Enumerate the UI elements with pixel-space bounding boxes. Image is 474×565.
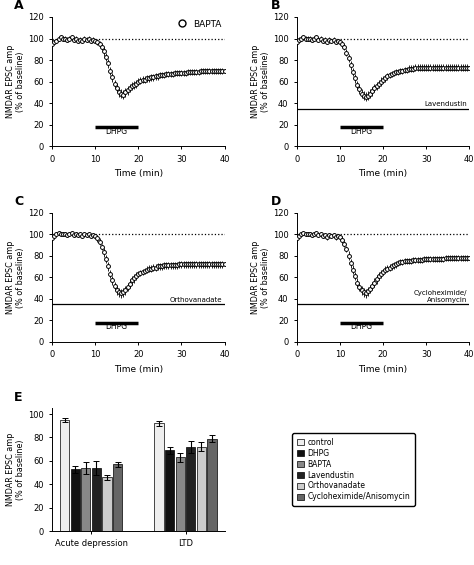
Bar: [113, 464, 122, 531]
Bar: [71, 469, 80, 531]
X-axis label: Time (min): Time (min): [358, 170, 408, 179]
Bar: [197, 447, 206, 531]
Bar: [208, 438, 217, 531]
Y-axis label: NMDAR EPSC amp
(% of baseline): NMDAR EPSC amp (% of baseline): [251, 45, 270, 118]
Text: C: C: [14, 195, 23, 208]
Text: DHPG: DHPG: [350, 127, 373, 136]
Bar: [92, 468, 101, 531]
Text: A: A: [14, 0, 24, 12]
Bar: [176, 457, 185, 531]
Text: DHPG: DHPG: [350, 322, 373, 331]
Text: D: D: [271, 195, 281, 208]
Text: Orthovanadate: Orthovanadate: [170, 297, 222, 303]
Bar: [186, 447, 195, 531]
Text: B: B: [271, 0, 281, 12]
X-axis label: Time (min): Time (min): [114, 170, 163, 179]
Bar: [60, 420, 69, 531]
X-axis label: Time (min): Time (min): [358, 365, 408, 374]
Legend: BAPTA: BAPTA: [173, 20, 222, 29]
Y-axis label: NMDAR EPSC amp
(% of baseline): NMDAR EPSC amp (% of baseline): [6, 241, 25, 314]
Text: E: E: [14, 391, 23, 404]
Text: DHPG: DHPG: [106, 127, 128, 136]
X-axis label: Time (min): Time (min): [114, 365, 163, 374]
Bar: [81, 468, 91, 531]
Text: DHPG: DHPG: [106, 322, 128, 331]
Text: Cycloheximide/
Anisomycin: Cycloheximide/ Anisomycin: [414, 290, 467, 303]
Y-axis label: NMDAR EPSC amp
(% of baseline): NMDAR EPSC amp (% of baseline): [251, 241, 270, 314]
Legend: control, DHPG, BAPTA, Lavendustin, Orthovanadate, Cycloheximide/Anisomycin: control, DHPG, BAPTA, Lavendustin, Ortho…: [292, 433, 415, 506]
Bar: [102, 477, 111, 531]
Bar: [165, 450, 174, 531]
Y-axis label: NMDAR EPSC amp
(% of baseline): NMDAR EPSC amp (% of baseline): [6, 433, 25, 506]
Text: Lavendustin: Lavendustin: [424, 101, 467, 107]
Y-axis label: NMDAR EPSC amp
(% of baseline): NMDAR EPSC amp (% of baseline): [6, 45, 25, 118]
Bar: [155, 423, 164, 531]
